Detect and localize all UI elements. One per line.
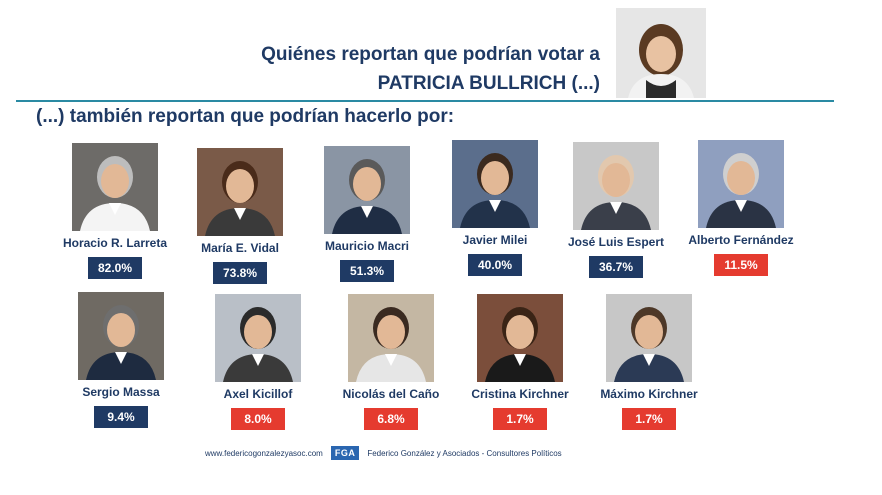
candidate-photo [78, 292, 164, 380]
candidate-name: María E. Vidal [201, 241, 279, 255]
candidate-card: Cristina Kirchner 1.7% [445, 294, 595, 430]
percentage-badge: 9.4% [94, 406, 148, 428]
candidate-photo [197, 148, 283, 236]
candidate-name: Horacio R. Larreta [62, 236, 168, 250]
title-line-2: PATRICIA BULLRICH (...) [377, 73, 600, 94]
candidate-name: Máximo Kirchner [600, 387, 698, 401]
candidate-card: Javier Milei 40.0% [420, 140, 570, 276]
title-line-1: Quiénes reportan que podrían votar a [261, 44, 600, 65]
candidate-name: Mauricio Macri [324, 239, 410, 253]
candidate-card: Horacio R. Larreta 82.0% [40, 143, 190, 279]
candidate-card: Máximo Kirchner 1.7% [574, 294, 724, 430]
percentage-badge: 1.7% [493, 408, 547, 430]
featured-candidate-photo [616, 8, 706, 98]
candidate-name: Axel Kicillof [223, 387, 293, 401]
candidate-photo [573, 142, 659, 230]
footer-website: www.federicogonzalezyasoc.com [205, 448, 323, 458]
candidate-card: José Luis Espert 36.7% [541, 142, 691, 278]
percentage-badge: 1.7% [622, 408, 676, 430]
candidate-card: Sergio Massa 9.4% [46, 292, 196, 428]
candidate-photo [606, 294, 692, 382]
candidate-card: Axel Kicillof 8.0% [183, 294, 333, 430]
candidate-name: Javier Milei [462, 233, 528, 247]
candidate-photo [72, 143, 158, 231]
candidate-name: Sergio Massa [82, 385, 160, 399]
percentage-badge: 36.7% [589, 256, 643, 278]
percentage-badge: 82.0% [88, 257, 142, 279]
percentage-badge: 11.5% [714, 254, 768, 276]
candidate-name: José Luis Espert [567, 235, 665, 249]
footer-company: Federico González y Asociados - Consulto… [367, 448, 562, 458]
candidate-name: Nicolás del Caño [342, 387, 440, 401]
page-title: Quiénes reportan que podrían votar a PAT… [261, 40, 600, 98]
candidate-card: Alberto Fernández 11.5% [666, 140, 816, 276]
footer: www.federicogonzalezyasoc.com FGA Federi… [205, 446, 562, 460]
percentage-badge: 51.3% [340, 260, 394, 282]
candidate-card: Mauricio Macri 51.3% [292, 146, 442, 282]
candidate-photo [348, 294, 434, 382]
candidate-photo [215, 294, 301, 382]
subtitle: (...) también reportan que podrían hacer… [36, 106, 455, 127]
candidate-photo [324, 146, 410, 234]
header-divider [16, 100, 834, 102]
candidate-photo [698, 140, 784, 228]
fga-logo: FGA [330, 446, 360, 460]
candidate-card: Nicolás del Caño 6.8% [316, 294, 466, 430]
percentage-badge: 73.8% [213, 262, 267, 284]
candidate-card: María E. Vidal 73.8% [165, 148, 315, 284]
candidate-name: Cristina Kirchner [471, 387, 569, 401]
percentage-badge: 40.0% [468, 254, 522, 276]
percentage-badge: 8.0% [231, 408, 285, 430]
candidate-name: Alberto Fernández [688, 233, 794, 247]
candidate-photo [452, 140, 538, 228]
candidate-photo [477, 294, 563, 382]
percentage-badge: 6.8% [364, 408, 418, 430]
